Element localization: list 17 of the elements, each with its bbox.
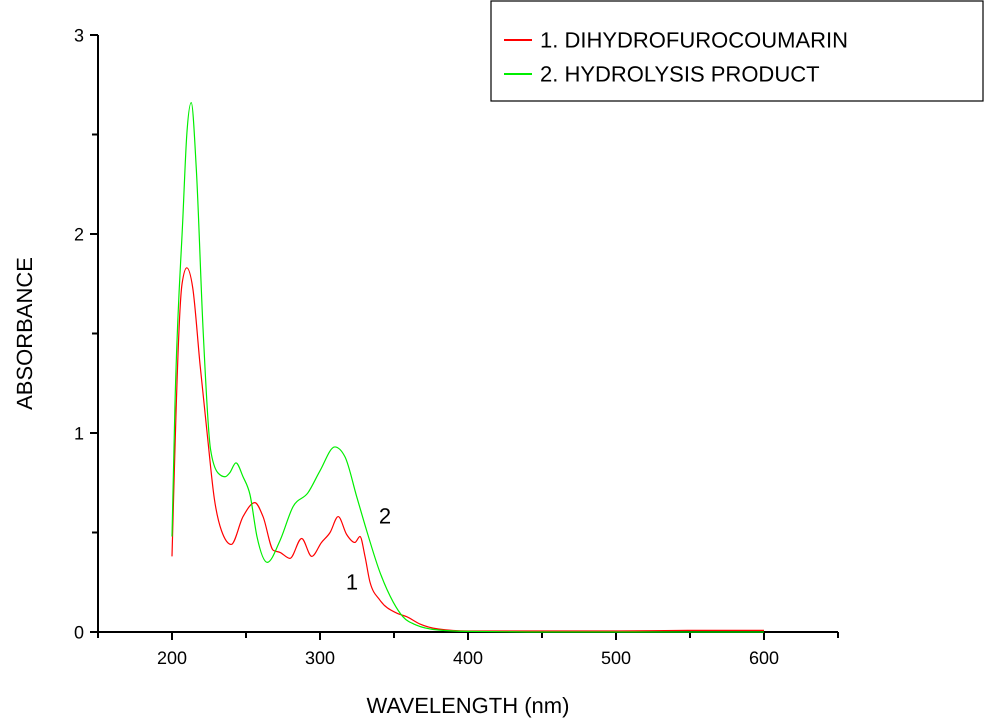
x-tick-label: 600 — [748, 648, 780, 668]
y-tick-label: 1 — [74, 423, 84, 444]
x-axis-title: WAVELENGTH (nm) — [366, 693, 570, 718]
x-tick-label: 400 — [452, 648, 484, 668]
y-tick-label: 3 — [74, 25, 84, 46]
y-tick-label: 2 — [74, 224, 84, 244]
line-series — [171, 267, 765, 632]
legend-label: 2. HYDROLYSIS PRODUCT — [540, 62, 820, 87]
annotation: 2 — [378, 504, 392, 529]
line-series — [171, 102, 765, 633]
legend-label: 1. DIHYDROFUROCOUMARIN — [540, 28, 848, 53]
y-axis-title: ABSORBANCE — [12, 257, 37, 410]
x-tick-label: 200 — [156, 648, 188, 668]
x-tick-label: 500 — [600, 648, 632, 668]
y-tick-label: 0 — [74, 622, 84, 642]
x-tick-label: 300 — [304, 648, 336, 668]
annotation: 1 — [346, 570, 358, 595]
